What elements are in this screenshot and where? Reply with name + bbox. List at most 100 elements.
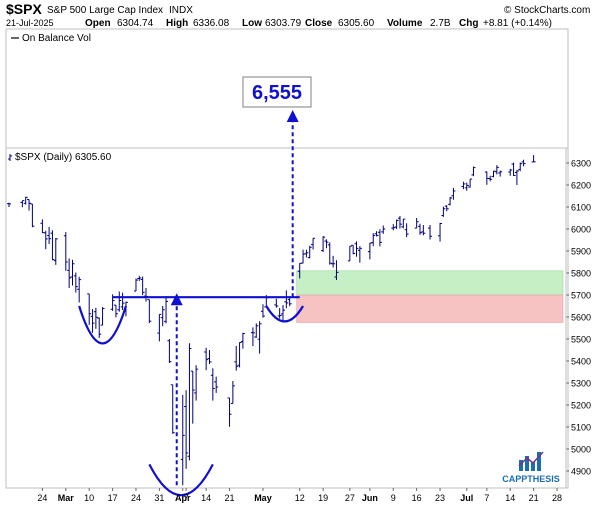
price-bar <box>511 162 516 177</box>
price-bar <box>374 231 379 237</box>
price-bar <box>327 242 332 265</box>
x-tick-label: 21 <box>225 493 235 503</box>
price-bar <box>160 306 165 327</box>
volume-label: Volume <box>387 18 423 29</box>
price-bar <box>207 350 212 365</box>
price-bar <box>120 292 125 310</box>
x-tick-label: 7 <box>484 493 489 503</box>
price-bar <box>73 272 78 293</box>
y-axis: 4900 5000 5100 5200 5300 5400 5500 5600 5700 5800… <box>565 148 591 488</box>
y-tick-label: 6100 <box>571 203 591 213</box>
price-bar <box>331 255 336 268</box>
exchange-label: INDX <box>169 5 193 16</box>
price-bar <box>50 230 55 261</box>
x-tick-label: 14 <box>201 493 211 503</box>
price-bar <box>237 342 242 368</box>
price-bar <box>498 170 503 177</box>
price-bar <box>257 321 262 354</box>
close-label: Close <box>305 18 333 29</box>
price-bar <box>494 165 499 175</box>
price-legend: $SPX (Daily) 6305.60 <box>8 152 112 163</box>
price-bar <box>371 233 376 247</box>
price-bar <box>401 218 406 229</box>
pattern-height-arrowhead <box>170 293 183 306</box>
x-tick-label: Jun <box>362 493 378 503</box>
x-tick-label: 7 <box>184 493 189 503</box>
symbol-label: $SPX <box>6 1 42 17</box>
index-name: S&P 500 Large Cap Index <box>47 5 163 16</box>
price-bar <box>20 200 25 208</box>
close-value: 6305.60 <box>338 18 375 29</box>
price-bar <box>53 238 58 265</box>
price-bar <box>63 232 68 271</box>
price-bar <box>7 202 11 207</box>
red-zone <box>296 294 564 323</box>
date-label: 21-Jul-2025 <box>6 18 54 28</box>
chg-label: Chg <box>459 18 478 29</box>
price-bar <box>40 219 45 234</box>
price-bar <box>391 224 396 231</box>
price-bar <box>214 376 219 393</box>
y-tick-label: 6200 <box>571 181 591 191</box>
price-bar <box>133 278 138 292</box>
x-tick-label: 14 <box>505 493 515 503</box>
low-label: Low <box>242 18 262 29</box>
target-arrowhead <box>286 110 299 122</box>
logo-bar-4 <box>537 452 541 471</box>
y-tick-label: 5000 <box>571 445 591 455</box>
price-bar <box>250 327 255 347</box>
obv-legend: On Balance Vol <box>22 33 91 44</box>
price-bar <box>190 370 195 424</box>
price-bar <box>311 237 316 250</box>
price-bar <box>321 236 326 253</box>
pattern-arc <box>148 463 214 497</box>
high-value: 6336.08 <box>193 18 230 29</box>
price-bar <box>204 347 209 371</box>
price-bar <box>230 381 235 404</box>
price-bar <box>514 170 519 185</box>
price-bar <box>484 171 489 185</box>
price-bar <box>47 227 52 244</box>
source-credit: © StockCharts.com <box>504 5 590 16</box>
price-bar <box>428 225 433 240</box>
x-tick-label: 19 <box>318 493 328 503</box>
x-tick-label: 10 <box>84 493 94 503</box>
price-bar <box>461 181 466 190</box>
price-bar <box>394 219 399 229</box>
price-bar <box>254 323 259 338</box>
x-tick-label: May <box>254 493 272 503</box>
target-box <box>242 76 312 108</box>
pattern-arc <box>78 305 128 345</box>
logo-trend-line <box>518 451 544 467</box>
price-bar <box>354 241 359 257</box>
price-bar <box>210 368 215 401</box>
price-bar <box>100 307 105 326</box>
price-bar <box>471 166 476 177</box>
price-bar <box>117 291 122 312</box>
price-bar <box>414 218 419 229</box>
price-bar <box>451 187 456 200</box>
x-tick-label: Apr <box>175 493 191 503</box>
pattern-arc <box>265 305 304 323</box>
price-bar <box>260 304 265 318</box>
y-tick-label: 5300 <box>571 379 591 389</box>
price-bar <box>90 309 95 333</box>
price-bar <box>397 216 402 229</box>
x-tick-label: 31 <box>154 493 164 503</box>
price-bar <box>240 332 245 349</box>
price-bar <box>377 229 382 247</box>
price-bar <box>287 296 292 307</box>
price-bar <box>93 307 98 329</box>
price-bar <box>488 175 493 182</box>
pattern-annotations <box>78 110 304 497</box>
x-tick-label: 27 <box>345 493 355 503</box>
price-bar <box>448 196 453 206</box>
price-legend-label: $SPX (Daily) 6305.60 <box>15 152 112 163</box>
x-tick-label: 17 <box>108 493 118 503</box>
x-tick-label: 16 <box>412 493 422 503</box>
price-bar <box>464 182 469 191</box>
price-bar <box>70 259 75 286</box>
logo-bar-1 <box>519 460 523 471</box>
